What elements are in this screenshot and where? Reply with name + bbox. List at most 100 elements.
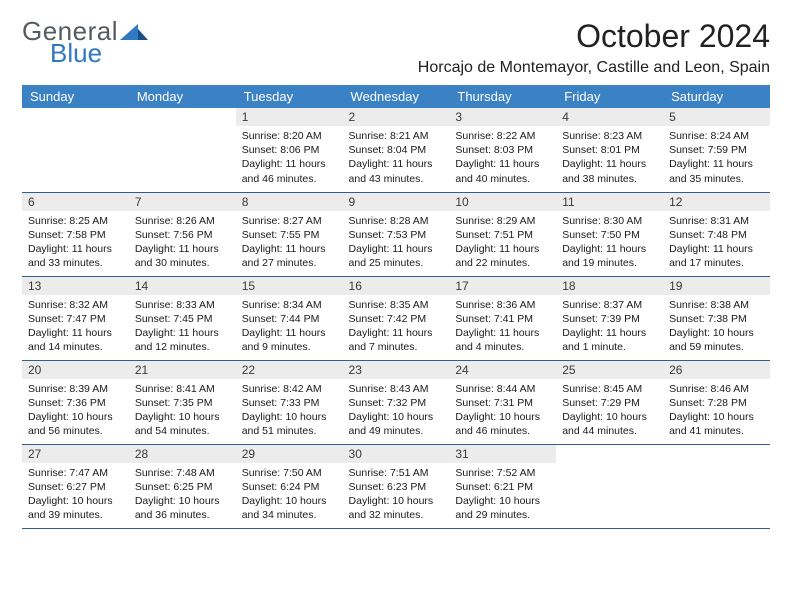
day-detail: Sunrise: 8:31 AMSunset: 7:48 PMDaylight:… xyxy=(663,211,770,275)
day-detail: Sunrise: 8:24 AMSunset: 7:59 PMDaylight:… xyxy=(663,126,770,190)
day-number: 27 xyxy=(22,445,129,463)
day-detail: Sunrise: 8:41 AMSunset: 7:35 PMDaylight:… xyxy=(129,379,236,443)
day-number: 26 xyxy=(663,361,770,379)
day-number: 12 xyxy=(663,193,770,211)
calendar-cell: 4Sunrise: 8:23 AMSunset: 8:01 PMDaylight… xyxy=(556,108,663,192)
day-number: 5 xyxy=(663,108,770,126)
calendar-cell: 15Sunrise: 8:34 AMSunset: 7:44 PMDayligh… xyxy=(236,276,343,360)
day-detail: Sunrise: 7:48 AMSunset: 6:25 PMDaylight:… xyxy=(129,463,236,527)
day-detail: Sunrise: 8:33 AMSunset: 7:45 PMDaylight:… xyxy=(129,295,236,359)
day-number: 7 xyxy=(129,193,236,211)
day-detail: Sunrise: 8:32 AMSunset: 7:47 PMDaylight:… xyxy=(22,295,129,359)
calendar-cell: 22Sunrise: 8:42 AMSunset: 7:33 PMDayligh… xyxy=(236,360,343,444)
day-detail: Sunrise: 7:50 AMSunset: 6:24 PMDaylight:… xyxy=(236,463,343,527)
day-header-row: Sunday Monday Tuesday Wednesday Thursday… xyxy=(22,85,770,108)
col-thursday: Thursday xyxy=(449,85,556,108)
day-number: 23 xyxy=(343,361,450,379)
day-detail: Sunrise: 8:29 AMSunset: 7:51 PMDaylight:… xyxy=(449,211,556,275)
calendar-cell: 9Sunrise: 8:28 AMSunset: 7:53 PMDaylight… xyxy=(343,192,450,276)
calendar-cell: 18Sunrise: 8:37 AMSunset: 7:39 PMDayligh… xyxy=(556,276,663,360)
day-detail: Sunrise: 8:38 AMSunset: 7:38 PMDaylight:… xyxy=(663,295,770,359)
day-number: 24 xyxy=(449,361,556,379)
day-number: 2 xyxy=(343,108,450,126)
calendar-cell: 25Sunrise: 8:45 AMSunset: 7:29 PMDayligh… xyxy=(556,360,663,444)
calendar-cell: 12Sunrise: 8:31 AMSunset: 7:48 PMDayligh… xyxy=(663,192,770,276)
day-number: 16 xyxy=(343,277,450,295)
calendar-cell: 17Sunrise: 8:36 AMSunset: 7:41 PMDayligh… xyxy=(449,276,556,360)
day-detail: Sunrise: 7:47 AMSunset: 6:27 PMDaylight:… xyxy=(22,463,129,527)
calendar-row: 20Sunrise: 8:39 AMSunset: 7:36 PMDayligh… xyxy=(22,360,770,444)
calendar-row: 27Sunrise: 7:47 AMSunset: 6:27 PMDayligh… xyxy=(22,444,770,528)
day-number: 25 xyxy=(556,361,663,379)
day-detail: Sunrise: 8:46 AMSunset: 7:28 PMDaylight:… xyxy=(663,379,770,443)
day-number: 19 xyxy=(663,277,770,295)
title-block: October 2024 Horcajo de Montemayor, Cast… xyxy=(418,18,770,77)
calendar-cell: 1Sunrise: 8:20 AMSunset: 8:06 PMDaylight… xyxy=(236,108,343,192)
day-detail: Sunrise: 8:43 AMSunset: 7:32 PMDaylight:… xyxy=(343,379,450,443)
calendar-cell: 5Sunrise: 8:24 AMSunset: 7:59 PMDaylight… xyxy=(663,108,770,192)
day-number: 9 xyxy=(343,193,450,211)
calendar-row: 13Sunrise: 8:32 AMSunset: 7:47 PMDayligh… xyxy=(22,276,770,360)
calendar-cell: 27Sunrise: 7:47 AMSunset: 6:27 PMDayligh… xyxy=(22,444,129,528)
calendar-cell: 6Sunrise: 8:25 AMSunset: 7:58 PMDaylight… xyxy=(22,192,129,276)
col-tuesday: Tuesday xyxy=(236,85,343,108)
day-number: 22 xyxy=(236,361,343,379)
calendar-cell: 7Sunrise: 8:26 AMSunset: 7:56 PMDaylight… xyxy=(129,192,236,276)
day-number: 1 xyxy=(236,108,343,126)
calendar-row: 6Sunrise: 8:25 AMSunset: 7:58 PMDaylight… xyxy=(22,192,770,276)
day-detail: Sunrise: 7:51 AMSunset: 6:23 PMDaylight:… xyxy=(343,463,450,527)
day-number: 8 xyxy=(236,193,343,211)
header: General Blue October 2024 Horcajo de Mon… xyxy=(22,18,770,77)
day-detail: Sunrise: 8:27 AMSunset: 7:55 PMDaylight:… xyxy=(236,211,343,275)
logo: General Blue xyxy=(22,18,148,66)
day-number: 20 xyxy=(22,361,129,379)
col-friday: Friday xyxy=(556,85,663,108)
col-monday: Monday xyxy=(129,85,236,108)
day-detail: Sunrise: 8:20 AMSunset: 8:06 PMDaylight:… xyxy=(236,126,343,190)
day-detail: Sunrise: 8:25 AMSunset: 7:58 PMDaylight:… xyxy=(22,211,129,275)
day-detail: Sunrise: 8:30 AMSunset: 7:50 PMDaylight:… xyxy=(556,211,663,275)
calendar-cell xyxy=(22,108,129,192)
calendar-cell: 16Sunrise: 8:35 AMSunset: 7:42 PMDayligh… xyxy=(343,276,450,360)
day-detail: Sunrise: 8:42 AMSunset: 7:33 PMDaylight:… xyxy=(236,379,343,443)
day-number: 28 xyxy=(129,445,236,463)
col-wednesday: Wednesday xyxy=(343,85,450,108)
day-number: 13 xyxy=(22,277,129,295)
calendar-cell: 23Sunrise: 8:43 AMSunset: 7:32 PMDayligh… xyxy=(343,360,450,444)
day-detail: Sunrise: 8:23 AMSunset: 8:01 PMDaylight:… xyxy=(556,126,663,190)
col-saturday: Saturday xyxy=(663,85,770,108)
day-number: 17 xyxy=(449,277,556,295)
calendar-cell: 31Sunrise: 7:52 AMSunset: 6:21 PMDayligh… xyxy=(449,444,556,528)
month-title: October 2024 xyxy=(418,18,770,55)
logo-word-2: Blue xyxy=(50,40,148,66)
calendar-cell: 21Sunrise: 8:41 AMSunset: 7:35 PMDayligh… xyxy=(129,360,236,444)
day-detail: Sunrise: 7:52 AMSunset: 6:21 PMDaylight:… xyxy=(449,463,556,527)
calendar-cell: 30Sunrise: 7:51 AMSunset: 6:23 PMDayligh… xyxy=(343,444,450,528)
day-number: 10 xyxy=(449,193,556,211)
day-number: 30 xyxy=(343,445,450,463)
day-detail: Sunrise: 8:34 AMSunset: 7:44 PMDaylight:… xyxy=(236,295,343,359)
calendar-cell: 28Sunrise: 7:48 AMSunset: 6:25 PMDayligh… xyxy=(129,444,236,528)
day-number: 11 xyxy=(556,193,663,211)
calendar-cell: 11Sunrise: 8:30 AMSunset: 7:50 PMDayligh… xyxy=(556,192,663,276)
calendar-cell: 2Sunrise: 8:21 AMSunset: 8:04 PMDaylight… xyxy=(343,108,450,192)
day-detail: Sunrise: 8:37 AMSunset: 7:39 PMDaylight:… xyxy=(556,295,663,359)
day-number: 6 xyxy=(22,193,129,211)
calendar-cell: 14Sunrise: 8:33 AMSunset: 7:45 PMDayligh… xyxy=(129,276,236,360)
day-number: 29 xyxy=(236,445,343,463)
day-number: 15 xyxy=(236,277,343,295)
calendar-cell xyxy=(556,444,663,528)
day-detail: Sunrise: 8:45 AMSunset: 7:29 PMDaylight:… xyxy=(556,379,663,443)
day-number: 21 xyxy=(129,361,236,379)
day-detail: Sunrise: 8:36 AMSunset: 7:41 PMDaylight:… xyxy=(449,295,556,359)
calendar-table: Sunday Monday Tuesday Wednesday Thursday… xyxy=(22,85,770,529)
day-number: 14 xyxy=(129,277,236,295)
calendar-cell: 8Sunrise: 8:27 AMSunset: 7:55 PMDaylight… xyxy=(236,192,343,276)
calendar-cell: 26Sunrise: 8:46 AMSunset: 7:28 PMDayligh… xyxy=(663,360,770,444)
calendar-cell: 10Sunrise: 8:29 AMSunset: 7:51 PMDayligh… xyxy=(449,192,556,276)
day-number: 31 xyxy=(449,445,556,463)
calendar-row: 1Sunrise: 8:20 AMSunset: 8:06 PMDaylight… xyxy=(22,108,770,192)
calendar-cell: 24Sunrise: 8:44 AMSunset: 7:31 PMDayligh… xyxy=(449,360,556,444)
day-detail: Sunrise: 8:26 AMSunset: 7:56 PMDaylight:… xyxy=(129,211,236,275)
day-detail: Sunrise: 8:39 AMSunset: 7:36 PMDaylight:… xyxy=(22,379,129,443)
